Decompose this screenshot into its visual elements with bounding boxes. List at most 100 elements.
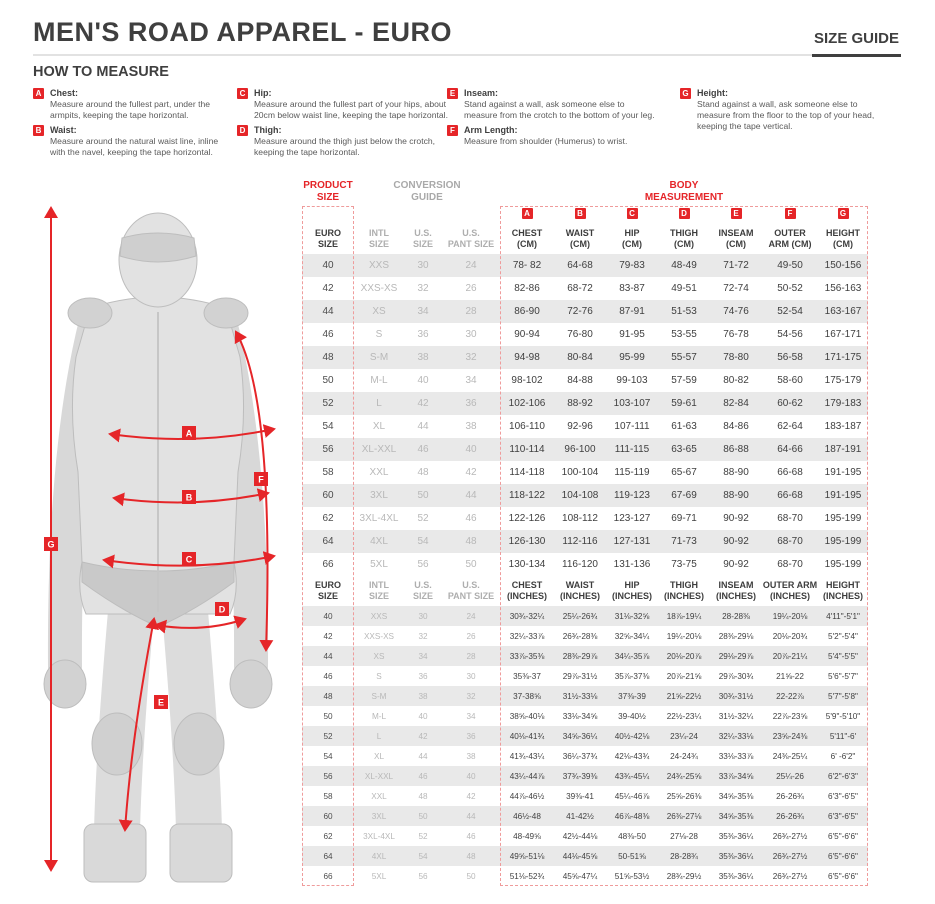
table-cell: 131-136	[613, 559, 651, 570]
table-cell: 32¼-33⅛	[718, 731, 754, 741]
table-cell: XXS	[370, 611, 388, 621]
table-cell: 112-116	[562, 536, 598, 547]
table-cell: 95-99	[619, 352, 645, 363]
table-letter-c-badge: C	[626, 207, 638, 219]
table-cell: 64-68	[567, 260, 593, 271]
table-cell: 78- 82	[512, 260, 542, 271]
table-cell: 103-107	[613, 398, 651, 409]
table-cell: 46	[322, 329, 334, 340]
table-row: 66 5XL 56 50 51⅛-52¾ 45⅝-47¼ 51⅝-53½ 28¾-29½ 35⅜…	[302, 866, 868, 886]
table-cell: XL-XXL	[364, 771, 394, 781]
table-cell: 49-51	[671, 283, 697, 294]
table-cell: 126-130	[508, 536, 546, 547]
measure-item-inseam: E Inseam: Stand against a wall, ask some…	[447, 88, 657, 121]
table-cell: 32	[417, 283, 429, 294]
measure-item-waist: B Waist: Measure around the natural wais…	[33, 125, 230, 158]
table-cell: 28	[465, 306, 477, 317]
table-letter-a-badge: A	[521, 207, 533, 219]
column-header: THIGH (INCHES)	[664, 580, 704, 602]
table-cell: 30¾-32¼	[509, 611, 545, 621]
table-cell: 44	[322, 306, 334, 317]
table-cell: 44	[323, 651, 333, 661]
table-cell: 31½-33⅛	[562, 691, 598, 701]
table-cell: 72-74	[723, 283, 749, 294]
measure-item-name: Thigh:	[254, 125, 282, 136]
table-cell: 42	[465, 467, 477, 478]
table-row: 62 3XL-4XL 52 46 48-49⅝ 42½-44⅛ 48⅜-50 27⅛-28 35…	[302, 826, 868, 846]
table-cell: 88-92	[567, 398, 593, 409]
table-cell: 68-70	[777, 559, 803, 570]
table-cell: XXS-XS	[363, 631, 395, 641]
table-cell: 5XL	[370, 559, 388, 570]
table-cell: 33⅛-34⅝	[562, 711, 598, 721]
table-cell: 116-120	[562, 559, 598, 570]
table-cell: 52	[323, 731, 333, 741]
table-cell: 56	[417, 559, 429, 570]
table-cell: 34⅝-35⅜	[718, 791, 754, 801]
badge-cell: G	[818, 207, 868, 219]
table-cell: 26¾-27½	[772, 851, 808, 861]
measure-item-name: Waist:	[50, 125, 77, 136]
table-cell: 90-92	[723, 536, 749, 547]
table-cell: 26⅜-27⅛	[666, 811, 702, 821]
table-cell: 29⅛-29⅞	[718, 651, 754, 661]
table-cell: 5XL	[371, 871, 387, 881]
table-cell: 106-110	[509, 421, 545, 432]
table-cell: 5'6"-5'7"	[828, 671, 858, 681]
table-cell: XS	[373, 651, 385, 661]
table-cell: 24⅜-25¼	[772, 751, 808, 761]
table-cell: 91-95	[619, 329, 645, 340]
table-cell: 3XL	[370, 490, 388, 501]
table-row: 44 XS 34 28 33⅞-35⅜ 28⅜-29⅞ 34¼-35⅞ 20⅛-20⅞ 29⅛-…	[302, 646, 868, 666]
table-cell: 69-71	[671, 513, 697, 524]
column-header: HEIGHT (INCHES)	[823, 580, 863, 602]
table-cell: 59-61	[671, 398, 697, 409]
measure-item-name: Inseam:	[464, 88, 499, 98]
table-cell: 42	[418, 731, 428, 741]
table-cell: 195-199	[824, 513, 862, 524]
table-cell: L	[376, 731, 382, 741]
tab-size-guide[interactable]: SIZE GUIDE	[811, 30, 901, 57]
table-cell: 31½-32¼	[718, 711, 754, 721]
table-cell: 30	[417, 260, 429, 271]
measure-item-text: Measure around the thigh just below the …	[254, 135, 436, 158]
table-cell: 56	[323, 771, 333, 781]
table-cell: 80-82	[723, 375, 749, 386]
column-header: HIP (CM)	[622, 228, 642, 250]
table-row: 64 4XL 54 48 126-130 112-116 127-131 71-73 90-92…	[302, 530, 868, 553]
table-cell: 118-122	[509, 490, 545, 501]
table-cell: 87-91	[619, 306, 645, 317]
table-cell: 31⅛-32⅝	[614, 611, 650, 621]
column-header: U.S. PANT SIZE	[447, 228, 495, 250]
table-cell: 33⅞-34⅝	[718, 771, 754, 781]
table-cell: 23⅝-24⅜	[772, 731, 808, 741]
table-cell: 65-67	[671, 467, 697, 478]
table-cell: 50	[466, 871, 476, 881]
table-cell: S-M	[371, 691, 387, 701]
table-cell: 82-84	[723, 398, 749, 409]
table-cell: 34	[417, 306, 429, 317]
table-cell: 40	[323, 611, 333, 621]
table-cell: 80-84	[567, 352, 593, 363]
table-cell: 28	[466, 651, 476, 661]
table-cell: 54	[323, 751, 333, 761]
figure-badge-b: B	[186, 493, 193, 503]
table-cell: 76-78	[723, 329, 749, 340]
table-cell: 110-114	[509, 444, 545, 455]
rider-illustration: A B C D E F G	[43, 206, 276, 883]
table-row: 60 3XL 50 44 46½-48 41-42½ 46⅞-48⅜ 26⅜-27⅛ 34⅝-3…	[302, 806, 868, 826]
table-cell: S	[376, 671, 382, 681]
figure-badge-f: F	[258, 475, 264, 485]
table-cell: 90-92	[723, 513, 749, 524]
table-cell: 61-63	[671, 421, 697, 432]
table-cell: 98-102	[511, 375, 543, 386]
table-cell: 26-26¾	[776, 791, 804, 801]
page-header: MEN'S ROAD APPAREL - EURO SIZE GUIDE	[33, 10, 901, 57]
table-cell: 21⅝-22½	[666, 691, 702, 701]
table-cell: 54-56	[777, 329, 803, 340]
table-cell: 48-49	[671, 260, 697, 271]
figure-badge-e: E	[158, 698, 164, 708]
table-row: 56 XL-XXL 46 40 110-114 96-100 111-115 63-65 86-…	[302, 438, 868, 461]
rider-silhouette	[43, 212, 273, 883]
table-cell: 3XL-4XL	[363, 831, 395, 841]
